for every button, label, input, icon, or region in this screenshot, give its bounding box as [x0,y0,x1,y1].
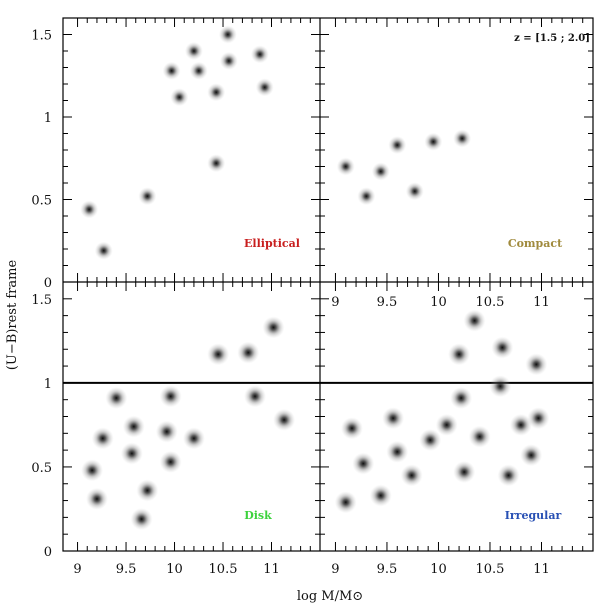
galaxy-point [207,154,226,173]
panel-frames [62,17,594,552]
galaxy-point [340,417,363,440]
galaxy-point [120,442,143,465]
galaxy-point [400,464,423,487]
axis-ticks [63,18,593,551]
galaxy-point [159,385,182,408]
x-tick-label: 9.5 [377,562,398,577]
x-tick-label: 9 [331,562,339,577]
y-tick-label: 0 [44,276,52,291]
galaxy-point [136,479,159,502]
galaxy-point [105,387,128,410]
galaxy-point [255,78,274,97]
y-tick-label: 0 [44,545,52,560]
panel-label-disk: Disk [244,509,272,522]
galaxy-point [184,42,203,60]
x-tick-label: 10 [430,562,447,577]
galaxy-point [509,413,532,436]
galaxy-point [520,444,543,467]
x-tick-label: 10 [166,562,183,577]
y-axis-title: (U−B)rest frame [5,260,20,371]
galaxy-point [155,420,178,443]
galaxy-point [81,459,104,482]
x-tick-label: 9.5 [116,562,137,577]
galaxy-point [352,452,375,475]
galaxy-point [138,187,157,206]
galaxy-point [491,336,514,359]
galaxy-point [336,157,355,176]
galaxy-point [207,83,226,102]
galaxy-point [244,385,267,408]
galaxy-point [463,309,486,332]
redshift-label: z = [1.5 ; 2.0] [514,33,590,44]
galaxy-point [405,182,424,201]
y-tick-label: 1 [44,377,52,392]
galaxy-point [159,450,182,473]
galaxy-point [207,343,230,366]
galaxy-point [424,132,443,151]
galaxy-point [388,136,407,155]
galaxy-points [80,25,550,531]
galaxy-point [189,61,208,80]
panel-label-elliptical: Elliptical [244,237,300,250]
galaxy-point [453,129,472,148]
galaxy-point [218,25,237,44]
galaxy-point [130,508,153,531]
x-tick-label: 9 [73,562,81,577]
galaxy-point [448,343,471,366]
galaxy-point [525,353,548,376]
galaxy-point [122,415,145,438]
galaxy-point [468,425,491,448]
galaxy-point [497,464,520,487]
galaxy-point [262,316,285,339]
galaxy-point [250,45,269,64]
y-tick-label: 1.5 [31,29,52,44]
x-tick-label: 11 [263,562,280,577]
galaxy-point [369,484,392,507]
galaxy-point [371,162,390,181]
galaxy-point [419,429,442,452]
y-tick-label: 0.5 [31,194,52,209]
y-tick-label: 0.5 [31,461,52,476]
plot-frame [62,17,594,552]
galaxy-point [182,427,205,450]
galaxy-point [357,187,376,206]
galaxy-point [435,413,458,436]
x-tick-label: 9.5 [377,295,398,310]
x-tick-label: 10.5 [209,562,238,577]
galaxy-point [386,440,409,463]
x-tick-label: 10.5 [476,295,505,310]
galaxy-point [80,200,99,219]
y-tick-label: 1 [44,111,52,126]
galaxy-point [334,491,357,514]
panel-label-compact: Compact [508,237,563,250]
x-tick-label: 10.5 [476,562,505,577]
x-tick-label: 9 [331,295,339,310]
x-tick-label: 10 [430,295,447,310]
y-tick-label: 1.5 [31,293,52,308]
galaxy-point [94,241,113,260]
galaxy-point [91,427,114,450]
x-axis-title: log M/M⊙ [297,589,363,604]
galaxy-point [450,387,473,410]
galaxy-point [382,407,405,430]
x-tick-label: 11 [533,562,550,577]
panel-label-irregular: Irregular [505,509,562,522]
galaxy-point [489,375,512,398]
galaxy-point [162,61,181,80]
galaxy-point [219,51,238,70]
galaxy-point [170,88,189,107]
galaxy-point [237,341,260,364]
galaxy-point [273,408,296,431]
galaxy-point [85,487,108,510]
galaxy-point [527,407,550,430]
x-tick-label: 11 [533,295,550,310]
galaxy-point [453,460,476,483]
